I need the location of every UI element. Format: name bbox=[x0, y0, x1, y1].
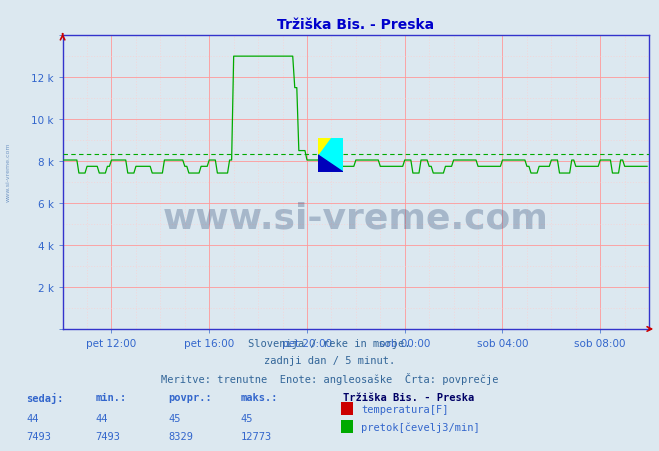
Text: 7493: 7493 bbox=[96, 431, 121, 441]
Text: min.:: min.: bbox=[96, 392, 127, 402]
Text: Slovenija / reke in morje.: Slovenija / reke in morje. bbox=[248, 338, 411, 348]
Text: zadnji dan / 5 minut.: zadnji dan / 5 minut. bbox=[264, 355, 395, 365]
Text: 7493: 7493 bbox=[26, 431, 51, 441]
Text: temperatura[F]: temperatura[F] bbox=[361, 404, 449, 414]
Text: pretok[čevelj3/min]: pretok[čevelj3/min] bbox=[361, 421, 480, 432]
Title: Tržiška Bis. - Preska: Tržiška Bis. - Preska bbox=[277, 18, 434, 32]
Text: 44: 44 bbox=[96, 413, 108, 423]
Polygon shape bbox=[318, 138, 330, 156]
Text: 12773: 12773 bbox=[241, 431, 272, 441]
Text: 45: 45 bbox=[168, 413, 181, 423]
Text: www.si-vreme.com: www.si-vreme.com bbox=[163, 201, 549, 235]
Text: sedaj:: sedaj: bbox=[26, 392, 64, 403]
Text: www.si-vreme.com: www.si-vreme.com bbox=[5, 142, 11, 201]
Text: povpr.:: povpr.: bbox=[168, 392, 212, 402]
Text: maks.:: maks.: bbox=[241, 392, 278, 402]
Polygon shape bbox=[318, 138, 343, 172]
Text: 8329: 8329 bbox=[168, 431, 193, 441]
Text: Tržiška Bis. - Preska: Tržiška Bis. - Preska bbox=[343, 392, 474, 402]
Text: 45: 45 bbox=[241, 413, 253, 423]
Text: 44: 44 bbox=[26, 413, 39, 423]
Text: Meritve: trenutne  Enote: angleosaške  Črta: povprečje: Meritve: trenutne Enote: angleosaške Črt… bbox=[161, 373, 498, 385]
Polygon shape bbox=[318, 156, 343, 172]
